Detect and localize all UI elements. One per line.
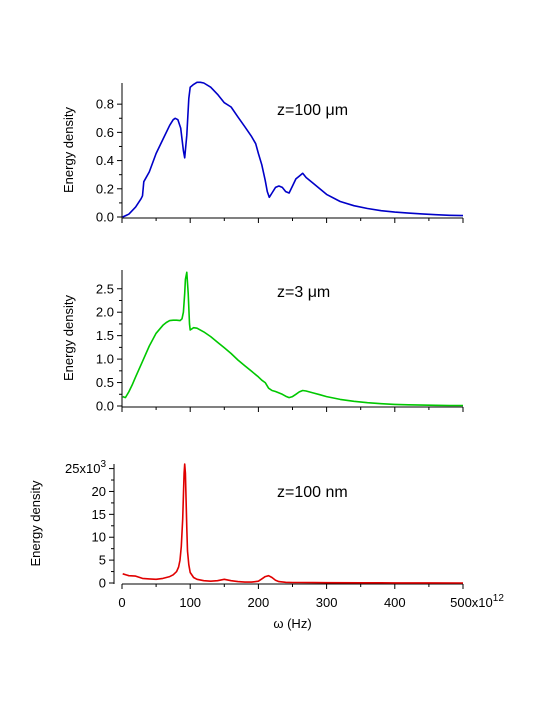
panel-2: 0.0 0.5 1.0 1.5 2.0 2.5 Energy density z=3 μm bbox=[61, 270, 464, 414]
y-tick-label: 20 bbox=[92, 484, 106, 499]
x-tick-label: 400 bbox=[384, 595, 406, 610]
x-tick-label: 200 bbox=[248, 595, 270, 610]
y-axis-label: Energy density bbox=[28, 480, 43, 566]
y-tick-label: 0 bbox=[99, 576, 106, 591]
y-tick-label: 1.0 bbox=[96, 352, 114, 367]
x-axis-label: ω (Hz) bbox=[273, 616, 311, 631]
y-tick-label: 2.5 bbox=[96, 281, 114, 296]
y-tick-label: 0.8 bbox=[96, 97, 114, 112]
x-tick-label: 500x1012 bbox=[450, 593, 504, 610]
y-tick-exponent: 3 bbox=[100, 459, 106, 470]
x-tick-label: 0 bbox=[118, 595, 125, 610]
series-line bbox=[122, 271, 463, 407]
y-tick-label: 0.0 bbox=[96, 399, 114, 414]
y-tick-label: 0.4 bbox=[96, 153, 114, 168]
y-axis-label: Energy density bbox=[61, 295, 76, 381]
y-tick-label: 0.6 bbox=[96, 125, 114, 140]
y-tick-label: 0.5 bbox=[96, 375, 114, 390]
panel-annotation: z=100 μm bbox=[277, 102, 348, 119]
panel-3: 0 5 10 15 20 25x103 Energy density z=100 nm bbox=[28, 459, 464, 591]
series-line bbox=[122, 463, 464, 584]
y-tick-label: 5 bbox=[99, 553, 106, 568]
x-tick-exponent: 12 bbox=[493, 593, 505, 604]
y-axis-label: Energy density bbox=[61, 107, 76, 193]
y-tick-label: 10 bbox=[92, 530, 106, 545]
series-line bbox=[122, 81, 464, 218]
panel-annotation: z=3 μm bbox=[277, 284, 330, 301]
y-tick-label: 2.0 bbox=[96, 305, 114, 320]
x-axis: 0 100 200 300 400 500x1012 ω (Hz) bbox=[118, 593, 504, 631]
y-tick-label: 0.2 bbox=[96, 181, 114, 196]
y-tick-label: 1.5 bbox=[96, 328, 114, 343]
y-tick-label: 0.0 bbox=[96, 210, 114, 225]
x-tick-label: 300 bbox=[316, 595, 338, 610]
y-tick-label: 25x103 bbox=[65, 459, 106, 476]
panel-1: 0.0 0.2 0.4 0.6 0.8 Energy density z=100 μm bbox=[61, 81, 464, 225]
x-tick-label: 100 bbox=[179, 595, 201, 610]
panel-annotation: z=100 nm bbox=[277, 484, 348, 501]
y-tick-label: 15 bbox=[92, 507, 106, 522]
